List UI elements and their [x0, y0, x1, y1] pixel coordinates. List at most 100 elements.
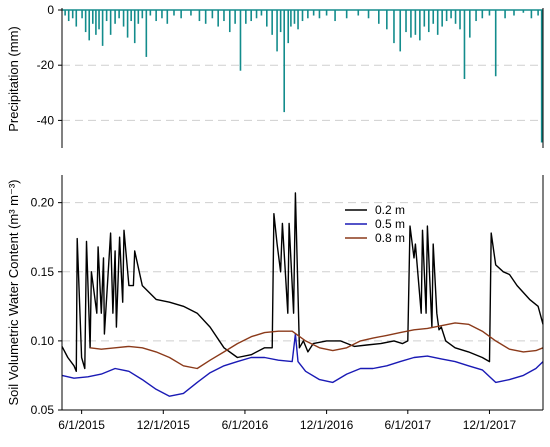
precip-bar: [513, 10, 515, 16]
precip-bar: [459, 10, 461, 30]
precip-bar: [290, 10, 292, 27]
legend-label: 0.5 m: [375, 217, 405, 231]
precip-bar: [64, 10, 66, 16]
precip-bar: [287, 10, 290, 44]
precip-bar: [122, 10, 125, 27]
precip-bar: [95, 10, 97, 35]
precip-bar: [475, 10, 477, 22]
precip-bar: [71, 10, 74, 19]
precip-bar: [419, 10, 421, 41]
precip-bar: [530, 10, 533, 19]
precip-bar: [345, 10, 348, 19]
precip-bar: [198, 10, 201, 22]
precip-bar: [377, 10, 380, 24]
soil-y-axis-label: Soil Volumetric Water Content (m³ m⁻³): [6, 180, 21, 406]
precip-bar: [393, 10, 395, 44]
precip-bar: [81, 10, 83, 19]
precip-bar: [279, 10, 282, 33]
precip-bar: [98, 10, 100, 30]
soil-x-tick-label: 6/1/2017: [384, 418, 431, 432]
precip-bar: [204, 10, 207, 24]
precip-bar: [166, 10, 169, 24]
precip-bar: [325, 10, 328, 16]
precip-bar: [283, 10, 286, 113]
precip-bar: [67, 10, 70, 22]
series-line-0-8-mm: [90, 322, 544, 370]
series-line-0-5-mm: [61, 333, 544, 397]
precip-bar: [217, 10, 219, 27]
precip-bar: [488, 10, 491, 16]
precip-bar: [105, 10, 108, 22]
precip-bar: [357, 10, 360, 16]
precip-bar: [276, 10, 278, 52]
precip-bar: [118, 10, 120, 19]
precip-bar: [114, 10, 116, 24]
precip-bar: [301, 10, 304, 22]
precip-bar: [441, 10, 443, 27]
precip-y-tick-label: 0: [47, 3, 54, 17]
precip-bar: [271, 10, 273, 35]
legend-label: 0.8 m: [375, 231, 405, 245]
precip-bar: [436, 10, 439, 35]
precip-bar: [414, 10, 417, 35]
precip-bar: [255, 10, 258, 19]
legend-label: 0.2 m: [375, 203, 405, 217]
precip-bar: [137, 10, 140, 24]
precip-bar: [101, 10, 104, 46]
precip-bar: [312, 10, 315, 16]
soil-y-tick-label: 0.05: [31, 403, 55, 417]
precip-y-tick-label: -20: [37, 58, 55, 72]
precip-y-axis-label: Precipitation (mm): [6, 26, 21, 131]
precip-bar: [234, 10, 236, 24]
precip-bar: [228, 10, 231, 33]
soil-x-tick-label: 12/1/2015: [137, 418, 191, 432]
precip-bar: [211, 10, 214, 19]
precip-bar: [141, 10, 144, 19]
precip-bar: [245, 10, 247, 24]
precip-bar: [504, 10, 506, 19]
precip-bar: [367, 10, 370, 19]
precip-bar: [432, 10, 435, 24]
precip-bar: [307, 10, 309, 19]
precip-bar: [239, 10, 242, 71]
precip-bar: [427, 10, 430, 33]
precip-bar: [173, 10, 175, 16]
precip-bar: [180, 10, 182, 19]
soil-y-tick-label: 0.15: [31, 265, 55, 279]
precip-bar: [450, 10, 452, 19]
precip-bar: [410, 10, 412, 38]
precip-bar: [297, 10, 299, 30]
precip-bar: [75, 10, 78, 27]
soil-x-tick-label: 6/1/2016: [222, 418, 269, 432]
precip-bar: [405, 10, 407, 33]
precip-bar: [260, 10, 263, 16]
precip-bar: [454, 10, 457, 24]
precip-bar: [84, 10, 87, 33]
precip-bar: [423, 10, 426, 27]
precip-bar: [130, 10, 132, 22]
precip-bar: [334, 10, 336, 22]
precip-bar: [161, 10, 163, 19]
soil-x-tick-label: 12/1/2017: [463, 418, 517, 432]
precip-bar: [250, 10, 252, 22]
precip-bar: [494, 10, 497, 77]
precip-bar: [386, 10, 388, 30]
soil-y-tick-label: 0.10: [31, 334, 55, 348]
precip-bar: [522, 10, 525, 13]
precip-bar: [155, 10, 157, 22]
precip-bar: [126, 10, 129, 38]
precip-bar: [133, 10, 136, 44]
precip-bar: [540, 10, 543, 143]
precip-bar: [481, 10, 484, 19]
soil-y-tick-label: 0.20: [31, 196, 55, 210]
precip-bar: [537, 10, 539, 16]
precip-bar: [88, 10, 91, 41]
precip-bar: [145, 10, 148, 57]
soil-x-tick-label: 12/1/2016: [300, 418, 354, 432]
precip-bar: [445, 10, 448, 22]
precip-bar: [149, 10, 152, 16]
precip-bar: [109, 10, 112, 35]
precip-bar: [190, 10, 192, 16]
